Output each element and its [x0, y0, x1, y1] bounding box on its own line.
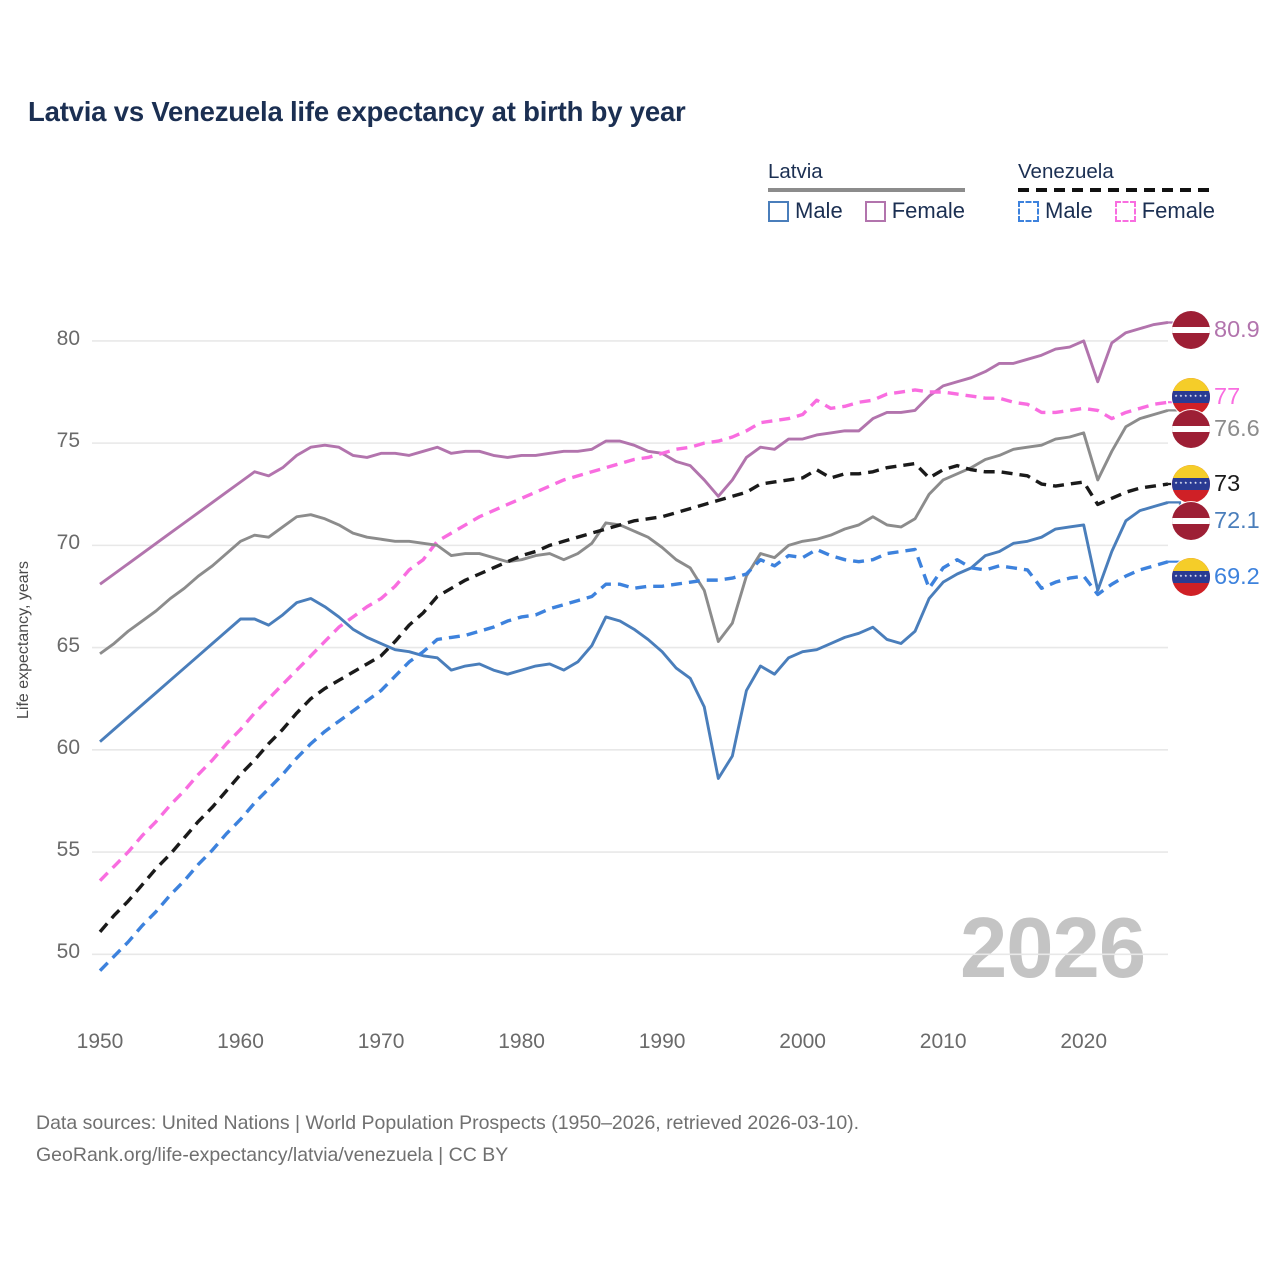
- footer: Data sources: United Nations | World Pop…: [36, 1108, 859, 1171]
- venezuela-flag-icon: ⋆⋆⋆⋆⋆⋆⋆: [1172, 465, 1210, 503]
- x-axis-tick-label: 1960: [217, 1030, 264, 1053]
- y-axis-tick-label: 70: [56, 531, 80, 555]
- legend-swatch-icon: [768, 200, 789, 222]
- series-end-label[interactable]: ⋆⋆⋆⋆⋆⋆⋆ 73: [1172, 464, 1240, 504]
- legend-item-label: Female: [1141, 198, 1216, 223]
- legend-item-latvia-male[interactable]: Male: [768, 200, 843, 222]
- series-end-label[interactable]: 80.9: [1172, 310, 1260, 350]
- legend-swatch-icon: [1018, 200, 1039, 222]
- series-line[interactable]: [98, 388, 1169, 882]
- legend-group-venezuela: Venezuela Male Female: [1018, 160, 1216, 223]
- series-end-label[interactable]: 72.1: [1172, 501, 1260, 541]
- flag-stars-icon: ⋆⋆⋆⋆⋆⋆⋆: [1173, 479, 1209, 487]
- legend-item-latvia-female[interactable]: Female: [864, 198, 966, 223]
- end-label-value: 73: [1214, 470, 1241, 497]
- x-axis-tick-label: 2000: [779, 1030, 826, 1053]
- x-axis-tick-label: 1990: [638, 1030, 686, 1053]
- legend-item-venezuela-male[interactable]: Male: [1018, 200, 1093, 222]
- y-axis-tick-label: 60: [56, 735, 80, 759]
- series-line[interactable]: [99, 501, 1169, 780]
- latvia-flag-icon: [1172, 502, 1210, 540]
- year-watermark: 2026: [960, 901, 1146, 996]
- end-label-value: 76.6: [1214, 415, 1260, 442]
- series-line[interactable]: [98, 547, 1169, 972]
- x-axis-tick-label: 1970: [357, 1030, 405, 1053]
- end-label-value: 72.1: [1214, 507, 1260, 534]
- y-axis-tick-label: 80: [56, 326, 80, 350]
- legend-group-title: Venezuela: [1018, 160, 1114, 183]
- y-axis-tick-label: 65: [56, 633, 80, 657]
- legend-rule-solid: [768, 188, 966, 192]
- y-axis-tick-label: 75: [56, 429, 80, 453]
- series-end-label[interactable]: ⋆⋆⋆⋆⋆⋆⋆ 69.2: [1172, 557, 1260, 597]
- footer-attribution: GeoRank.org/life-expectancy/latvia/venez…: [36, 1143, 509, 1166]
- legend-rule-dashed: [1018, 188, 1216, 192]
- series-line[interactable]: [98, 461, 1169, 933]
- legend-swatch-icon: [864, 200, 886, 222]
- footer-sources: Data sources: United Nations | World Pop…: [36, 1112, 860, 1134]
- flag-stars-icon: ⋆⋆⋆⋆⋆⋆⋆: [1173, 572, 1209, 580]
- y-axis-tick-label: 55: [56, 838, 80, 862]
- series-end-label[interactable]: 76.6: [1172, 409, 1260, 449]
- legend-item-venezuela-female[interactable]: Female: [1114, 198, 1216, 223]
- series-end-label[interactable]: ⋆⋆⋆⋆⋆⋆⋆ 77: [1172, 377, 1240, 417]
- venezuela-flag-icon: ⋆⋆⋆⋆⋆⋆⋆: [1172, 378, 1210, 416]
- y-axis-tick-label: 50: [56, 940, 80, 964]
- x-axis-tick-label: 1950: [76, 1030, 124, 1053]
- chart-legend: Latvia Male Female Venezuela: [760, 160, 1260, 240]
- x-axis-tick-label: 2020: [1060, 1030, 1108, 1053]
- legend-item-label: Male: [795, 198, 843, 223]
- legend-item-label: Female: [891, 198, 966, 223]
- x-axis-tick-label: 2010: [919, 1030, 967, 1053]
- venezuela-flag-icon: ⋆⋆⋆⋆⋆⋆⋆: [1172, 558, 1210, 596]
- end-label-value: 69.2: [1214, 563, 1260, 590]
- latvia-flag-icon: [1172, 311, 1210, 349]
- series-line[interactable]: [99, 321, 1169, 586]
- legend-swatch-icon: [1114, 200, 1136, 222]
- x-axis-tick-label: 1980: [498, 1030, 545, 1053]
- end-label-value: 77: [1214, 383, 1241, 410]
- legend-group-title: Latvia: [768, 160, 823, 183]
- flag-stars-icon: ⋆⋆⋆⋆⋆⋆⋆: [1173, 392, 1209, 400]
- legend-group-latvia: Latvia Male Female: [768, 160, 966, 223]
- latvia-flag-icon: [1172, 410, 1210, 448]
- end-label-value: 80.9: [1214, 316, 1260, 343]
- page-title: Latvia vs Venezuela life expectancy at b…: [28, 96, 686, 127]
- series-line[interactable]: [99, 409, 1169, 655]
- legend-item-label: Male: [1045, 198, 1093, 223]
